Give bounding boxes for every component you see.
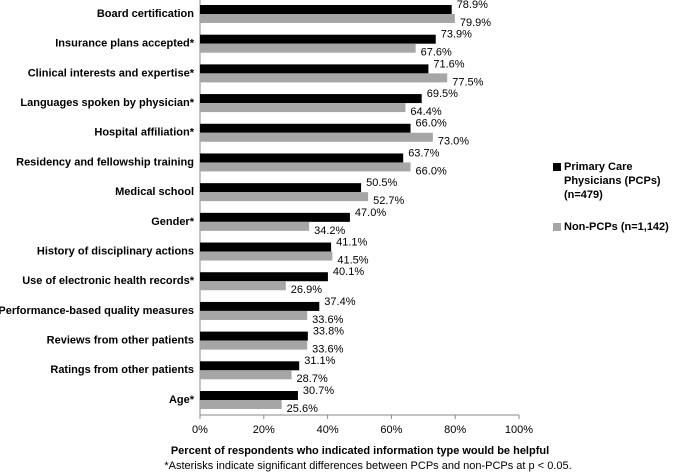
bar bbox=[200, 242, 332, 252]
y-tick-label: Use of electronic health records* bbox=[22, 275, 194, 287]
bar bbox=[200, 331, 308, 341]
bar bbox=[200, 251, 333, 261]
x-axis-label: Percent of respondents who indicated inf… bbox=[171, 445, 549, 457]
value-label: 34.2% bbox=[314, 225, 345, 237]
bar bbox=[200, 43, 416, 53]
value-label: 79.9% bbox=[460, 17, 491, 29]
legend-item: Non-PCPs (n=1,142) bbox=[553, 220, 683, 234]
legend: Primary Care Physicians (PCPs) (n=479) No… bbox=[553, 160, 683, 252]
y-tick-label: Medical school bbox=[115, 186, 194, 198]
bar bbox=[200, 123, 411, 133]
value-label: 25.6% bbox=[287, 403, 318, 415]
x-tick-label: 0% bbox=[192, 424, 208, 436]
bar bbox=[200, 361, 300, 371]
bar bbox=[200, 301, 320, 311]
x-tick-label: 80% bbox=[444, 424, 466, 436]
value-label: 63.7% bbox=[408, 147, 439, 159]
value-label: 78.9% bbox=[457, 0, 488, 11]
y-tick-label: Clinical interests and expertise* bbox=[28, 67, 195, 79]
bar bbox=[200, 340, 308, 350]
x-tick-label: 40% bbox=[317, 424, 339, 436]
y-tick-label: Reviews from other patients bbox=[47, 335, 194, 347]
bar bbox=[200, 94, 422, 104]
bar bbox=[200, 14, 455, 23]
value-label: 50.5% bbox=[366, 177, 397, 189]
value-label: 64.4% bbox=[410, 106, 441, 118]
value-label: 41.5% bbox=[337, 254, 368, 266]
bar bbox=[200, 310, 308, 320]
y-tick-label: Hospital affiliation* bbox=[94, 127, 194, 139]
value-label: 30.7% bbox=[303, 385, 334, 397]
bar bbox=[200, 212, 350, 222]
y-tick-label: Insurance plans accepted* bbox=[55, 38, 194, 50]
bar bbox=[200, 400, 282, 409]
x-tick-label: 60% bbox=[380, 424, 402, 436]
y-tick-label: Residency and fellowship training bbox=[16, 156, 194, 168]
bar bbox=[200, 5, 452, 14]
bar bbox=[200, 162, 411, 172]
legend-label: Non-PCPs (n=1,142) bbox=[564, 221, 669, 233]
value-label: 52.7% bbox=[373, 195, 404, 207]
value-label: 69.5% bbox=[427, 88, 458, 100]
legend-item: Primary Care Physicians (PCPs) (n=479) bbox=[553, 160, 683, 202]
value-label: 37.4% bbox=[324, 296, 355, 308]
legend-swatch bbox=[553, 223, 561, 231]
bar bbox=[200, 221, 310, 231]
y-tick-label: Ratings from other patients bbox=[50, 364, 194, 376]
legend-swatch bbox=[553, 163, 561, 171]
value-label: 73.0% bbox=[438, 136, 469, 148]
value-label: 31.1% bbox=[304, 355, 335, 367]
value-label: 26.9% bbox=[291, 284, 322, 296]
bar bbox=[200, 132, 433, 142]
x-tick-label: 20% bbox=[253, 424, 275, 436]
bar bbox=[200, 192, 369, 202]
y-tick-label: History of disciplinary actions bbox=[37, 245, 194, 257]
value-label: 71.6% bbox=[433, 58, 464, 70]
value-label: 40.1% bbox=[333, 266, 364, 278]
value-label: 33.6% bbox=[312, 314, 343, 326]
value-label: 33.6% bbox=[312, 344, 343, 356]
x-tick-label: 100% bbox=[505, 424, 533, 436]
bar bbox=[200, 73, 448, 83]
value-label: 47.0% bbox=[355, 207, 386, 219]
note: *Asterisks indicate significant differen… bbox=[164, 460, 571, 472]
value-label: 41.1% bbox=[336, 236, 367, 248]
bar bbox=[200, 64, 429, 74]
legend-label: Primary Care Physicians (PCPs) (n=479) bbox=[564, 161, 661, 201]
value-label: 33.8% bbox=[313, 326, 344, 338]
value-label: 77.5% bbox=[452, 76, 483, 88]
y-tick-label: Languages spoken by physician* bbox=[20, 97, 194, 109]
bar bbox=[200, 391, 298, 400]
value-label: 67.6% bbox=[421, 47, 452, 59]
value-label: 66.0% bbox=[416, 165, 447, 177]
y-tick-label: Gender* bbox=[151, 216, 195, 228]
bar bbox=[200, 34, 436, 44]
y-tick-label: Board certification bbox=[97, 8, 194, 20]
bar bbox=[200, 183, 362, 193]
value-label: 66.0% bbox=[416, 118, 447, 130]
value-label: 73.9% bbox=[441, 29, 472, 41]
y-tick-label: Age* bbox=[169, 394, 195, 406]
bar bbox=[200, 272, 328, 282]
bar bbox=[200, 153, 404, 163]
bar bbox=[200, 281, 286, 291]
bar bbox=[200, 103, 406, 113]
y-tick-label: Performance-based quality measures bbox=[0, 305, 194, 317]
bar bbox=[200, 370, 292, 380]
value-label: 28.7% bbox=[297, 373, 328, 385]
